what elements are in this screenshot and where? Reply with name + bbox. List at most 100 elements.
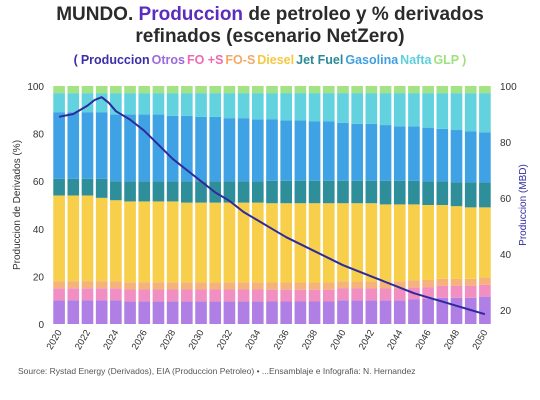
bar-gasolina-2021 [67, 112, 80, 179]
bar-fo-s-2028 [166, 289, 179, 302]
y-left-tick-40: 40 [33, 225, 45, 236]
x-tick-2044: 2044 [385, 328, 405, 352]
bar-fo-s-2032 [223, 282, 236, 290]
bar-fo-s-2040 [337, 288, 349, 301]
x-tick-2046: 2046 [414, 328, 434, 352]
title-line-2: refinados (escenario NetZero) [135, 26, 405, 47]
bar-gasolina-2045 [408, 126, 420, 181]
bar-otros-2043 [379, 300, 392, 324]
bar-glp-2043 [379, 86, 392, 94]
bar-diesel-2036 [280, 203, 293, 283]
bar-fo-s-2026 [138, 282, 151, 290]
bar-fo-s-2030 [195, 282, 207, 290]
bar-diesel-2043 [379, 204, 392, 282]
bar-diesel-2029 [181, 202, 193, 283]
bar-fo-s-2045 [408, 280, 420, 288]
bar-glp-2038 [308, 86, 321, 94]
bar-otros-2028 [166, 301, 179, 324]
bar-fo-s-2048 [450, 278, 463, 286]
bar-jet-fuel-2027 [152, 181, 165, 202]
y-left-tick-60: 60 [33, 177, 45, 188]
bar-diesel-2035 [266, 203, 278, 283]
legend-items: Produccion Otros FO +S FO-S Diesel Jet Fuel Ga… [80, 53, 460, 67]
bar-diesel-2046 [422, 205, 434, 280]
bar-fo-s-2049 [464, 278, 477, 286]
bar-nafta-2035 [266, 93, 278, 120]
bar-glp-2029 [181, 86, 193, 94]
bar-nafta-2049 [464, 93, 477, 132]
bar-otros-2034 [251, 301, 264, 324]
bar-gasolina-2034 [251, 119, 264, 182]
bar-gasolina-2046 [422, 127, 434, 182]
bar-fo-s-2041 [351, 288, 363, 301]
y-left-tick-20: 20 [33, 272, 45, 283]
bar-diesel-2027 [152, 201, 165, 283]
bar-fo-s-2031 [209, 289, 222, 302]
bar-jet-fuel-2036 [280, 180, 293, 204]
y-right-tick-80: 80 [500, 138, 512, 149]
bar-gasolina-2043 [379, 125, 392, 181]
bar-fo-s-2043 [379, 288, 392, 301]
bar-nafta-2020 [53, 93, 65, 113]
bar-diesel-2041 [351, 203, 363, 282]
bar-nafta-2030 [195, 93, 207, 117]
bar-glp-2045 [408, 86, 420, 94]
bar-jet-fuel-2028 [166, 181, 179, 202]
bar-gasolina-2050 [479, 132, 491, 183]
bar-nafta-2041 [351, 93, 363, 124]
bar-glp-2044 [393, 86, 406, 94]
bar-fo-s-2022 [81, 281, 94, 289]
x-tick-2042: 2042 [357, 328, 377, 352]
bar-fo-s-2025 [124, 282, 136, 290]
bar-fo-s-2042 [365, 281, 378, 289]
bar-otros-2044 [393, 300, 406, 324]
bar-fo-s-2035 [266, 282, 278, 290]
bar-glp-2034 [251, 86, 264, 94]
bar-fo-s-2021 [67, 288, 80, 301]
bar-otros-2037 [294, 301, 307, 324]
bar-nafta-2025 [124, 93, 136, 115]
y-right-tick-40: 40 [500, 250, 512, 261]
bar-fo-s-2033 [237, 289, 250, 302]
y-right-label: Produccion (MBD) [518, 164, 529, 246]
bar-glp-2046 [422, 86, 434, 94]
x-tick-2024: 2024 [101, 328, 121, 352]
bar-jet-fuel-2020 [53, 178, 65, 196]
bar-jet-fuel-2038 [308, 180, 321, 204]
bar-gasolina-2026 [138, 114, 151, 182]
bar-fo-s-2044 [393, 288, 406, 301]
bar-gasolina-2036 [280, 120, 293, 181]
y-left-tick-100: 100 [27, 82, 44, 93]
legend-item-produccion: Produccion [80, 53, 150, 67]
bar-diesel-2034 [251, 202, 264, 283]
bar-diesel-2026 [138, 201, 151, 283]
bar-otros-2022 [81, 300, 94, 324]
bar-diesel-2031 [209, 202, 222, 283]
legend-item-jet-fuel: Jet Fuel [296, 53, 344, 67]
bar-glp-2050 [479, 86, 491, 94]
bar-fo-s-2039 [322, 282, 335, 290]
y-right-tick-60: 60 [500, 194, 512, 205]
bar-jet-fuel-2048 [450, 182, 463, 207]
bar-diesel-2039 [322, 203, 335, 283]
bar-fo-s-2049 [464, 285, 477, 298]
bar-otros-2041 [351, 300, 363, 324]
bar-fo-s-2028 [166, 282, 179, 290]
x-tick-2040: 2040 [328, 328, 348, 352]
bar-jet-fuel-2045 [408, 180, 420, 205]
bar-glp-2026 [138, 86, 151, 94]
bar-otros-2050 [479, 296, 491, 324]
bar-otros-2048 [450, 297, 463, 324]
bar-glp-2041 [351, 86, 363, 94]
bar-glp-2047 [436, 86, 449, 94]
bar-otros-2042 [365, 300, 378, 324]
x-tick-2048: 2048 [442, 328, 462, 352]
bar-diesel-2037 [294, 203, 307, 283]
bar-gasolina-2047 [436, 128, 449, 182]
bar-fo-s-2029 [181, 282, 193, 290]
bar-fo-s-2038 [308, 289, 321, 302]
bar-gasolina-2040 [337, 122, 349, 181]
bar-nafta-2034 [251, 93, 264, 120]
bar-diesel-2024 [110, 200, 122, 282]
legend-open: ( [73, 53, 78, 67]
